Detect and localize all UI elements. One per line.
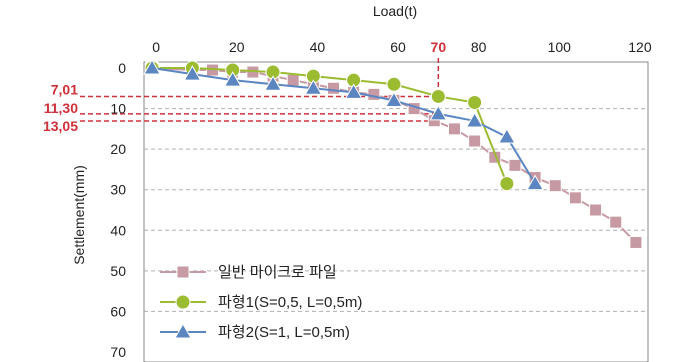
y-tick-label: 60 <box>110 303 126 319</box>
series-2-line <box>152 67 508 184</box>
legend-marker-3 <box>174 322 192 339</box>
x-tick-label: 80 <box>471 39 487 55</box>
x-tick-label: 60 <box>390 39 406 55</box>
series-1-point <box>286 73 300 87</box>
series-3-point <box>143 58 161 75</box>
y-axis-label: Settlement(mm) <box>71 165 87 265</box>
series-1-point <box>548 179 562 193</box>
series-3 <box>143 58 544 191</box>
series-1-point <box>447 122 461 136</box>
series-3-point <box>498 127 516 144</box>
x-tick-label: 0 <box>152 39 160 55</box>
legend-label-3: 파형2(S=1, L=0,5m) <box>218 324 350 341</box>
reference-y-label: 11,30 <box>44 100 78 116</box>
series-3-point <box>304 79 323 95</box>
series-1-point <box>629 235 643 249</box>
series-3-point <box>385 91 403 107</box>
reference-y-label: 13,05 <box>43 118 78 134</box>
series-1-point <box>508 158 522 172</box>
series-2-point <box>430 88 446 104</box>
legend-marker-1 <box>176 265 190 279</box>
tick-labels: 0 10 20 30 40 50 60 70 0 20 40 60 80 100 120 <box>110 39 651 360</box>
y-tick-label: 20 <box>110 141 126 157</box>
legend-label-2: 파형1(S=0,5, L=0,5m) <box>218 294 362 311</box>
x-tick-label: 120 <box>628 39 652 55</box>
series-3-point <box>264 75 282 91</box>
series-group <box>143 58 643 249</box>
series-3-point <box>465 111 484 128</box>
series-3-point <box>223 71 242 87</box>
plot-area-frame <box>143 61 649 362</box>
x-tick-label: 20 <box>229 39 245 55</box>
series-1-point <box>468 134 482 148</box>
series-2-point <box>467 94 483 110</box>
y-tick-label: 10 <box>110 101 126 117</box>
series-1-point <box>327 81 341 95</box>
y-tick-label: 0 <box>118 60 126 76</box>
series-3-point <box>183 65 202 81</box>
legend-label-1: 일반 마이크로 파일 <box>218 264 337 281</box>
y-tick-label: 70 <box>110 344 126 360</box>
reference-y-label: 7,01 <box>51 81 78 97</box>
reference-x-label: 70 <box>431 39 447 55</box>
grid-lines <box>144 108 648 312</box>
series-1-point <box>568 191 582 205</box>
series-1-point <box>589 203 603 217</box>
reference-lines: 70 7,01 11,30 13,05 <box>43 39 446 134</box>
series-2-point <box>386 76 402 92</box>
series-1-point <box>367 87 381 101</box>
y-tick-label: 40 <box>110 222 126 238</box>
x-axis-label: Load(t) <box>373 3 417 19</box>
y-tick-label: 30 <box>110 182 126 198</box>
series-3-point <box>344 83 363 99</box>
legend-marker-2 <box>175 294 191 310</box>
y-tick-label: 50 <box>110 263 126 279</box>
series-2-point <box>499 176 515 192</box>
series-3-point <box>429 104 448 121</box>
x-tick-label: 40 <box>310 39 326 55</box>
series-1-point <box>609 215 623 229</box>
x-tick-label: 100 <box>548 39 572 55</box>
series-3-point <box>526 174 544 191</box>
